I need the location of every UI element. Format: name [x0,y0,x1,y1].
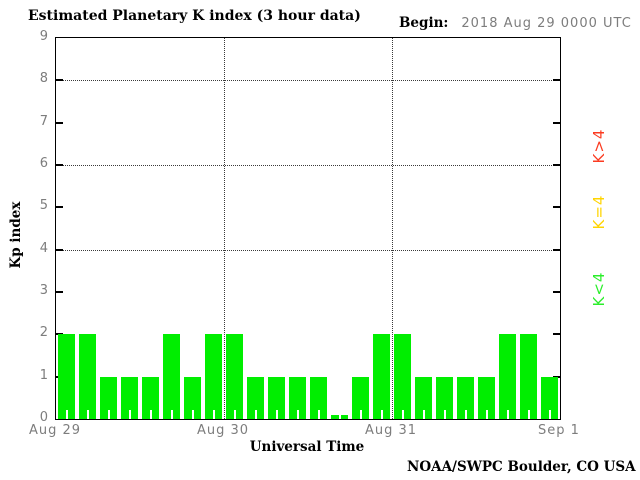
x-tick-label-aug-31: Aug 31 [364,423,418,438]
kp-bar [478,376,495,419]
bar-tick-notch [485,410,488,419]
y-tick-label-3: 3 [39,283,48,298]
x-axis-title: Universal Time [249,439,365,455]
y-tick-left-3 [56,291,63,293]
y-tick-left-4 [56,248,63,251]
y-tick-right-8 [553,79,560,82]
kp-bar [247,376,264,419]
legend-label-k-below-4: K<4 [590,271,608,307]
bar-tick-notch [401,410,404,419]
y-tick-label-1: 1 [39,367,48,383]
plot-area [55,37,561,420]
y-tick-left-6 [56,164,63,166]
y-tick-right-6 [553,164,560,166]
kp-bar [499,334,516,419]
bar-tick-notch [149,410,152,419]
source-credit: NOAA/SWPC Boulder, CO USA [407,459,636,475]
y-tick-right-4 [553,248,560,251]
gridline-day-aug-30 [224,38,225,419]
kp-bar [226,334,243,419]
x-tick-label-aug-29: Aug 29 [28,423,82,438]
chart-title: Estimated Planetary K index (3 hour data… [28,8,361,24]
kp-bar [100,376,117,419]
kp-bar [58,334,75,419]
kp-bar [541,376,558,419]
y-tick-label-4: 4 [39,240,48,256]
bar-tick-notch [275,410,278,419]
y-tick-left-8 [56,79,63,82]
kp-bar [163,334,180,419]
kp-bar [79,334,96,419]
bar-tick-notch [338,415,341,419]
begin-value: 2018 Aug 29 0000 UTC [461,16,632,31]
gridline-y-8 [56,80,560,82]
bar-tick-notch [464,410,467,419]
y-axis-title: Kp index [8,201,24,269]
bar-tick-notch [254,410,257,419]
kp-bar [436,376,453,419]
y-tick-label-7: 7 [39,113,48,129]
updated-timestamp-row: Updated2018 Sep 1 00:30:03 UTC [3,459,282,480]
kp-bar [121,376,138,419]
y-tick-right-7 [553,121,560,124]
kp-bar [373,334,390,419]
gridline-y-6 [56,165,560,166]
legend-label-k-above-4: K>4 [590,128,608,164]
kp-bar [184,376,201,419]
bar-tick-notch [548,410,551,419]
begin-label: Begin: [399,15,449,31]
gridline-y-4 [56,249,560,251]
bar-tick-notch [317,410,320,419]
bar-tick-notch [107,410,110,419]
bar-tick-notch [527,410,530,419]
bar-tick-notch [191,410,194,419]
bar-tick-notch [170,410,173,419]
bar-tick-notch [65,410,68,419]
y-tick-right-2 [553,333,560,336]
bar-tick-notch [443,410,446,419]
kp-bar [310,376,327,419]
legend-label-k-equal-4: K=4 [590,194,608,230]
bar-tick-notch [296,410,299,419]
x-tick-label-sep-1: Sep 1 [538,423,580,438]
y-tick-label-5: 5 [39,198,48,214]
y-tick-left-7 [56,121,63,124]
bar-tick-notch [506,410,509,419]
y-tick-left-5 [56,206,63,209]
y-tick-left-2 [56,333,63,336]
gridline-day-aug-31 [392,38,393,419]
y-tick-label-2: 2 [39,325,48,341]
bar-tick-notch [212,410,215,419]
bar-tick-notch [233,410,236,419]
kp-bar [457,376,474,419]
kp-bar [394,334,411,419]
kp-bar [415,376,432,419]
kp-bar [205,334,222,419]
kp-bar [142,376,159,419]
bar-tick-notch [128,410,131,419]
kp-bar [352,376,369,419]
y-tick-label-8: 8 [39,71,48,87]
y-tick-label-0: 0 [39,410,48,425]
kp-bar [520,334,537,419]
y-tick-label-9: 9 [39,29,48,44]
y-tick-label-6: 6 [39,156,48,171]
begin-time-row: Begin: 2018 Aug 29 0000 UTC [399,12,632,31]
kp-bar [268,376,285,419]
y-tick-right-1 [553,375,560,378]
bar-tick-notch [422,410,425,419]
bar-tick-notch [86,410,89,419]
kp-bar [331,415,348,419]
y-tick-right-5 [553,206,560,209]
bar-tick-notch [380,410,383,419]
kp-bar [289,376,306,419]
bar-tick-notch [359,410,362,419]
y-tick-right-3 [553,291,560,293]
x-tick-label-aug-30: Aug 30 [196,423,250,438]
